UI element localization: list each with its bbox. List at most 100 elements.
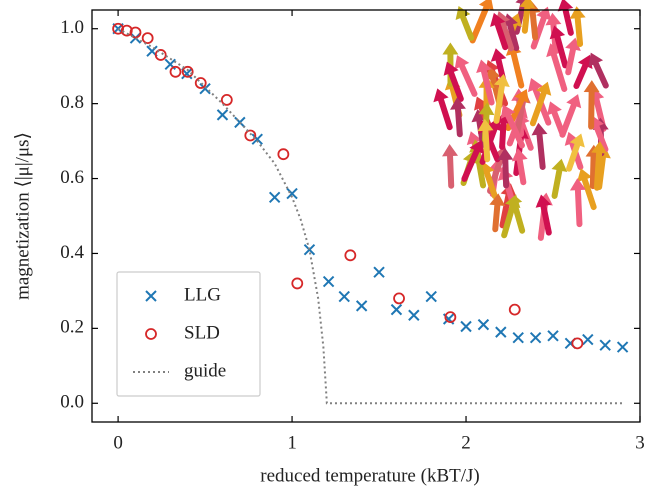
x-marker: [234, 116, 246, 129]
y-tick-label: 0.2: [60, 317, 84, 338]
inset-arrow-head: [490, 12, 506, 27]
inset-arrow-shaft: [493, 82, 505, 124]
inset-arrow-head: [557, 0, 574, 12]
circle-marker: [129, 26, 142, 39]
inset-arrow-head: [485, 66, 501, 81]
inset-arrow-head: [450, 97, 466, 110]
x-tick-label: 1: [287, 432, 297, 453]
x-marker: [322, 275, 335, 288]
spin-inset: [433, 0, 611, 241]
inset-arrow-head: [478, 0, 494, 11]
legend-box: [116, 271, 261, 397]
inset-arrow-shaft: [499, 19, 515, 52]
inset-arrow-shaft: [593, 149, 603, 191]
inset-arrow-head: [535, 194, 552, 208]
inset-arrow-shaft: [540, 203, 552, 236]
circle-marker: [220, 93, 233, 106]
circle-marker: [508, 303, 521, 316]
inset-arrow-head: [497, 147, 514, 161]
inset-arrow-head: [433, 88, 449, 103]
inset-arrow-head: [577, 168, 593, 183]
inset-arrow-shaft: [529, 9, 539, 41]
y-tick-label: 0.4: [60, 242, 84, 263]
circle-marker: [244, 129, 257, 142]
inset-arrow-head: [505, 194, 521, 209]
circle-marker: [344, 249, 357, 262]
circle-marker: [291, 277, 304, 290]
inset-arrow-shaft: [499, 191, 512, 229]
inset-arrow-shaft: [574, 15, 584, 48]
inset-arrow-head: [490, 48, 507, 62]
inset-arrow-shaft: [513, 99, 526, 138]
plot-frame: [91, 9, 641, 423]
inset-arrow-head: [569, 178, 586, 191]
guide-line: [117, 27, 623, 405]
legend-label: LLG: [184, 284, 221, 305]
inset-arrow-head: [514, 88, 529, 104]
inset-arrow-shaft: [483, 169, 498, 200]
circle-marker: [169, 65, 182, 78]
x-marker: [616, 341, 629, 353]
inset-arrow-shaft: [566, 141, 581, 172]
inset-arrow-shaft: [593, 123, 609, 153]
inset-arrow-head: [565, 37, 581, 51]
inset-arrow-shaft: [448, 69, 464, 102]
inset-arrow-shaft: [536, 131, 546, 170]
circle-marker: [112, 22, 124, 35]
inset-arrow-shaft: [502, 156, 510, 189]
inset-arrow-shaft: [460, 14, 475, 41]
y-tick-label: 0.8: [60, 92, 84, 113]
inset-arrow-head: [511, 148, 528, 162]
inset-arrow-shaft: [516, 157, 527, 186]
x-marker: [286, 187, 298, 200]
circle-marker: [145, 328, 157, 340]
inset-arrow-shaft: [469, 4, 490, 44]
inset-arrow-shaft: [565, 46, 576, 76]
inset-arrow-head: [519, 0, 536, 9]
x-marker: [460, 320, 472, 333]
inset-arrow-head: [443, 61, 459, 76]
y-tick-label: 1.0: [60, 17, 84, 38]
x-marker: [390, 303, 403, 316]
circle-marker: [393, 292, 405, 305]
y-tick-label: 0.6: [60, 167, 84, 188]
circle-marker: [181, 65, 194, 78]
x-tick-label: 0: [113, 432, 123, 453]
inset-arrow-shaft: [492, 202, 501, 233]
inset-arrow-head: [569, 133, 585, 148]
x-marker: [495, 326, 507, 338]
inset-arrow-shaft: [588, 89, 595, 130]
inset-arrow-shaft: [562, 6, 574, 36]
inset-arrow-shaft: [437, 96, 453, 131]
inset-arrow-head: [493, 73, 510, 88]
circle-marker: [120, 24, 133, 37]
inset-arrow-head: [484, 59, 500, 74]
inset-arrow-shaft: [529, 90, 547, 127]
inset-arrow-shaft: [573, 62, 589, 90]
inset-arrow-shaft: [589, 153, 597, 190]
inset-arrow-head: [442, 144, 459, 157]
inset-arrow-shaft: [507, 22, 520, 52]
x-axis-label: reduced temperature (kBT/J): [260, 465, 479, 486]
y-axis-label: magnetization ⟨|μ|/μs⟩: [12, 132, 33, 300]
circle-marker: [571, 337, 584, 350]
inset-arrow-shaft: [550, 51, 568, 92]
inset-arrow-shaft: [501, 202, 516, 239]
inset-arrow-shaft: [494, 21, 509, 51]
x-marker: [145, 290, 157, 302]
inset-arrow-head: [489, 193, 506, 207]
inset-arrow-shaft: [458, 63, 478, 97]
inset-arrow-shaft: [513, 1, 527, 35]
inset-arrow-head: [564, 131, 580, 146]
inset-arrow-shaft: [447, 153, 455, 189]
inset-arrow-head: [545, 12, 562, 26]
circle-marker: [194, 77, 207, 89]
inset-arrow-shaft: [554, 34, 569, 69]
inset-arrow-shaft: [551, 167, 563, 199]
inset-arrow-head: [466, 131, 483, 146]
inset-arrow-head: [531, 122, 548, 136]
x-marker: [303, 244, 316, 256]
legend-label: SLD: [184, 322, 220, 343]
inset-arrow-shaft: [521, 4, 531, 34]
